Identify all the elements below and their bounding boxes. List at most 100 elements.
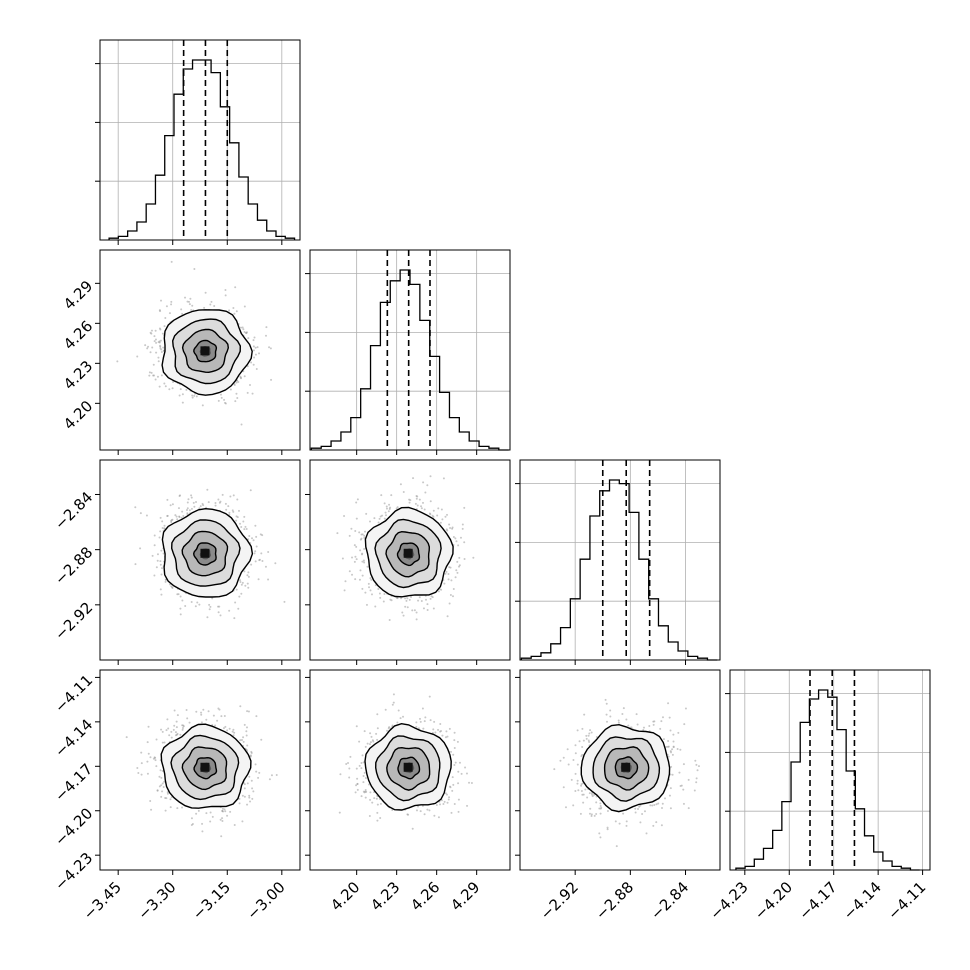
x-tick-label: −4.17 [795, 878, 840, 923]
sample-point [188, 721, 191, 724]
sample-point [627, 724, 630, 727]
sample-point [672, 740, 675, 743]
sample-point [372, 740, 375, 743]
sample-point [402, 490, 405, 493]
sample-point [415, 611, 418, 614]
sample-point [582, 793, 585, 796]
sample-point [363, 730, 366, 733]
sample-point [358, 740, 361, 743]
sample-point [379, 802, 382, 805]
panel-content [134, 488, 286, 620]
sample-point [448, 727, 451, 730]
sample-point [583, 713, 586, 716]
sample-point [249, 800, 252, 803]
sample-point [364, 745, 367, 748]
sample-point [222, 727, 225, 730]
sample-point [428, 695, 431, 698]
sample-point [155, 351, 158, 354]
sample-point [451, 527, 454, 530]
sample-point [369, 798, 372, 801]
sample-point [676, 748, 679, 751]
sample-point [270, 774, 273, 777]
sample-point [609, 709, 612, 712]
sample-point [649, 804, 652, 807]
sample-point [445, 793, 448, 796]
sample-point [179, 595, 182, 598]
sample-point [181, 312, 184, 315]
sample-point [605, 720, 608, 723]
sample-point [599, 812, 602, 815]
sample-point [212, 714, 215, 717]
sample-point [232, 494, 235, 497]
sample-point [417, 599, 420, 602]
sample-point [175, 720, 178, 723]
sample-point [150, 329, 153, 332]
sample-point [210, 300, 213, 303]
sample-point [163, 382, 166, 385]
sample-point [163, 780, 166, 783]
sample-point [243, 375, 246, 378]
sample-point [252, 539, 255, 542]
sample-point [160, 728, 163, 731]
sample-point [195, 710, 198, 713]
y-tick-label: −2.84 [51, 488, 96, 533]
sample-point [449, 594, 452, 597]
sample-point [436, 514, 439, 517]
sample-point [363, 534, 366, 537]
sample-point [580, 789, 583, 792]
sample-point [153, 544, 156, 547]
sample-point [249, 754, 252, 757]
sample-point [634, 807, 637, 810]
sample-point [228, 511, 231, 514]
sample-point [441, 734, 444, 737]
sample-point [235, 515, 238, 518]
sample-point [343, 515, 346, 518]
sample-point [439, 803, 442, 806]
sample-point [570, 778, 573, 781]
sample-point [684, 707, 687, 710]
sample-point [604, 698, 607, 701]
sample-point [578, 740, 581, 743]
sample-point [417, 727, 420, 730]
sample-point [149, 799, 152, 802]
sample-point [663, 797, 666, 800]
sample-point [166, 791, 169, 794]
sample-point [457, 810, 460, 813]
sample-point [677, 731, 680, 734]
sample-point [412, 477, 415, 480]
sample-point [243, 305, 246, 308]
sample-point [424, 716, 427, 719]
sample-point [457, 770, 460, 773]
sample-point [242, 736, 245, 739]
sample-point [235, 519, 238, 522]
sample-point [224, 502, 227, 505]
sample-point [396, 506, 399, 509]
sample-point [437, 590, 440, 593]
sample-point [630, 726, 633, 729]
sample-point [454, 576, 457, 579]
panel-content [116, 260, 273, 426]
sample-point [345, 763, 348, 766]
sample-point [251, 787, 254, 790]
sample-point [191, 823, 194, 826]
sample-point [265, 326, 268, 329]
sample-point [348, 767, 351, 770]
sample-point [422, 481, 425, 484]
sample-point [194, 605, 197, 608]
sample-point [219, 818, 222, 821]
sample-point [439, 723, 442, 726]
sample-point [190, 496, 193, 499]
sample-point [226, 729, 229, 732]
sample-point [379, 515, 382, 518]
sample-point [426, 609, 429, 612]
sample-point [404, 597, 407, 600]
sample-point [446, 615, 449, 618]
sample-point [665, 745, 668, 748]
sample-point [248, 794, 251, 797]
density-peak [403, 762, 413, 772]
sample-point [186, 501, 189, 504]
sample-point [181, 724, 184, 727]
sample-point [245, 726, 248, 729]
sample-point [140, 751, 143, 754]
sample-point [188, 509, 191, 512]
